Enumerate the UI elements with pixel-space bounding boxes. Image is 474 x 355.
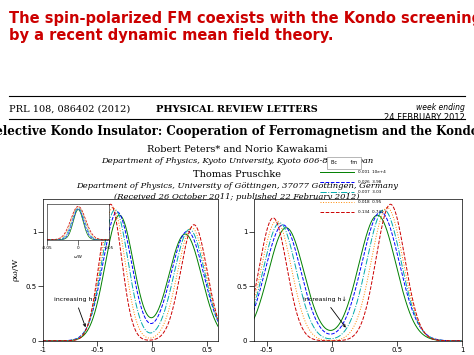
X-axis label: ω/W: ω/W (74, 256, 82, 260)
Text: Department of Physics, University of Göttingen, 37077 Göttingen, Germany: Department of Physics, University of Göt… (76, 182, 398, 190)
Text: 24 FEBRUARY 2012: 24 FEBRUARY 2012 (383, 113, 465, 121)
Text: increasing h↓: increasing h↓ (303, 297, 347, 327)
Text: Thomas Pruschke: Thomas Pruschke (193, 170, 281, 179)
Text: 0.007  3.03: 0.007 3.03 (358, 190, 381, 194)
Text: 0.001  10e+4: 0.001 10e+4 (358, 170, 386, 174)
Text: 0.018  0.95: 0.018 0.95 (358, 200, 381, 204)
Text: PRL 108, 086402 (2012): PRL 108, 086402 (2012) (9, 105, 131, 114)
Text: week ending: week ending (416, 103, 465, 112)
Text: Spin-Selective Kondo Insulator: Cooperation of Ferromagnetism and the Kondo Effe: Spin-Selective Kondo Insulator: Cooperat… (0, 125, 474, 138)
Text: n↑: n↑ (135, 203, 148, 212)
Y-axis label: ρω/W: ρω/W (12, 258, 20, 282)
Text: 0.134  0.741: 0.134 0.741 (358, 209, 383, 214)
Text: PHYSICAL REVIEW LETTERS: PHYSICAL REVIEW LETTERS (156, 105, 318, 114)
Text: The spin-polarized FM coexists with the Kondo screening has been confirmed
by a : The spin-polarized FM coexists with the … (9, 11, 474, 43)
Text: (Received 26 October 2011; published 22 February 2012): (Received 26 October 2011; published 22 … (114, 193, 360, 201)
Text: n↓: n↓ (338, 203, 352, 212)
Text: Robert Peters* and Norio Kawakami: Robert Peters* and Norio Kawakami (147, 145, 327, 154)
Text: increasing h↑: increasing h↑ (54, 297, 97, 326)
Text: Department of Physics, Kyoto University, Kyoto 606-8502, Japan: Department of Physics, Kyoto University,… (101, 157, 373, 165)
Text: Bc         fm: Bc fm (331, 160, 357, 165)
Text: 0.026  3.98: 0.026 3.98 (358, 180, 381, 184)
